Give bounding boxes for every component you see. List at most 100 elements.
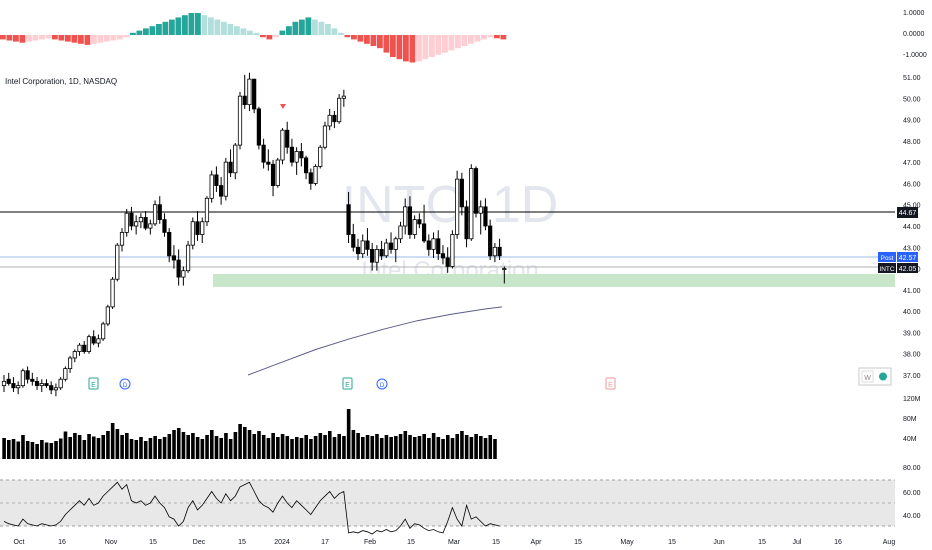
time-axis-label: Mar bbox=[448, 539, 461, 546]
candle bbox=[195, 211, 200, 241]
volume-bar bbox=[261, 435, 266, 459]
oscillator-bar bbox=[305, 17, 312, 35]
signal-arrow-icon bbox=[280, 104, 286, 109]
oscillator-bar bbox=[52, 35, 58, 40]
candle bbox=[96, 334, 101, 348]
volume-bar bbox=[11, 439, 16, 459]
time-axis-label: 15 bbox=[238, 539, 246, 546]
price-axis-label: 49.00 bbox=[903, 118, 921, 125]
volume-bar bbox=[493, 439, 497, 459]
earnings-marker-2[interactable]: E bbox=[342, 377, 353, 390]
candle bbox=[242, 74, 247, 109]
volume-bar bbox=[176, 428, 181, 459]
volume-bar bbox=[115, 429, 120, 459]
candle bbox=[252, 78, 257, 114]
volume-bar bbox=[54, 441, 58, 459]
candle bbox=[332, 111, 337, 129]
oscillator-bar bbox=[156, 24, 162, 35]
oscillator-bar bbox=[240, 28, 247, 35]
candle bbox=[346, 191, 351, 244]
dividend-marker[interactable]: D bbox=[119, 378, 131, 390]
candle bbox=[464, 200, 469, 248]
volume-bar bbox=[318, 433, 323, 459]
volume-bar bbox=[120, 435, 124, 459]
candle bbox=[44, 379, 49, 388]
volume-bar bbox=[384, 435, 389, 459]
osc-axis-label: 1.0000 bbox=[903, 10, 925, 17]
oscillator-bar bbox=[130, 32, 136, 35]
candle bbox=[308, 168, 313, 190]
oscillator-bar bbox=[201, 15, 208, 35]
oscillator-bar bbox=[78, 35, 84, 44]
oscillator-bar bbox=[292, 21, 299, 35]
candle bbox=[77, 343, 82, 356]
volume-bar bbox=[422, 434, 426, 459]
oscillator-bar bbox=[351, 35, 357, 40]
volume-bar bbox=[257, 431, 261, 459]
volume-bar bbox=[134, 440, 139, 459]
svg-text:D: D bbox=[380, 383, 385, 389]
candle bbox=[86, 334, 92, 354]
time-axis-label: Jun bbox=[713, 539, 724, 546]
volume-bar bbox=[101, 435, 106, 459]
watermark-ticker: INTC, 1D bbox=[342, 176, 559, 234]
volume-bar bbox=[417, 436, 422, 459]
volume-bar bbox=[209, 430, 214, 459]
candle bbox=[16, 381, 21, 395]
oscillator-bar bbox=[377, 35, 383, 49]
svg-text:Post: Post bbox=[880, 255, 893, 262]
candle bbox=[280, 128, 285, 165]
candle bbox=[6, 372, 11, 386]
candle bbox=[417, 213, 422, 229]
volume-bar bbox=[148, 438, 153, 459]
candle bbox=[115, 243, 120, 282]
oscillator-bar bbox=[435, 35, 442, 55]
candle bbox=[200, 217, 205, 244]
oscillator-bar bbox=[0, 35, 6, 40]
candle bbox=[266, 149, 271, 171]
candle bbox=[473, 166, 479, 218]
dividend-marker-2[interactable]: D bbox=[376, 378, 388, 390]
oscillator-bar bbox=[500, 35, 507, 40]
candle bbox=[261, 138, 266, 169]
time-axis-label: Apr bbox=[531, 539, 543, 546]
volume-bar bbox=[365, 435, 370, 459]
oscillator-bar bbox=[97, 35, 104, 43]
candle bbox=[105, 304, 110, 327]
candle bbox=[171, 245, 177, 269]
volume-bar bbox=[323, 435, 327, 459]
post-label: Post 42.57 bbox=[878, 252, 918, 262]
volume-bar bbox=[44, 442, 49, 459]
support-zone[interactable] bbox=[213, 274, 895, 287]
oscillator-bar bbox=[266, 35, 273, 40]
time-axis-label: May bbox=[620, 539, 634, 546]
oscillator-bar bbox=[318, 21, 325, 35]
candle bbox=[459, 172, 464, 216]
earnings-marker[interactable]: E bbox=[88, 377, 99, 390]
volume-axis-label: 80M bbox=[903, 416, 917, 423]
earnings-marker-upcoming[interactable]: E bbox=[605, 377, 616, 390]
oscillator-bar bbox=[110, 35, 117, 41]
time-axis[interactable]: Oct 16 Nov 15 Dec 15 2024 17 Feb 15 Mar 15 Apr 15 May 1… bbox=[14, 539, 896, 546]
volume-bar bbox=[77, 435, 82, 459]
volume-bar bbox=[441, 439, 445, 459]
chart-widget[interactable]: W bbox=[858, 367, 892, 386]
candlesticks bbox=[1, 72, 507, 397]
volume-bar bbox=[332, 437, 337, 459]
candle bbox=[204, 196, 210, 226]
chart-title: Intel Corporation, 1D, NASDAQ bbox=[5, 77, 117, 86]
candle bbox=[157, 196, 162, 224]
widget-toggle-icon[interactable] bbox=[879, 372, 887, 381]
rsi-series bbox=[3, 481, 500, 535]
oscillator-bar bbox=[91, 35, 97, 44]
volume-bar bbox=[238, 424, 242, 459]
candle bbox=[318, 145, 323, 169]
candle bbox=[223, 157, 228, 201]
oscillator-bar bbox=[396, 35, 403, 60]
volume-bar bbox=[351, 430, 356, 459]
widget-w-button[interactable] bbox=[861, 370, 874, 383]
oscillator-bar bbox=[286, 26, 292, 35]
candle bbox=[247, 72, 252, 112]
oscillator-bar bbox=[403, 35, 409, 62]
